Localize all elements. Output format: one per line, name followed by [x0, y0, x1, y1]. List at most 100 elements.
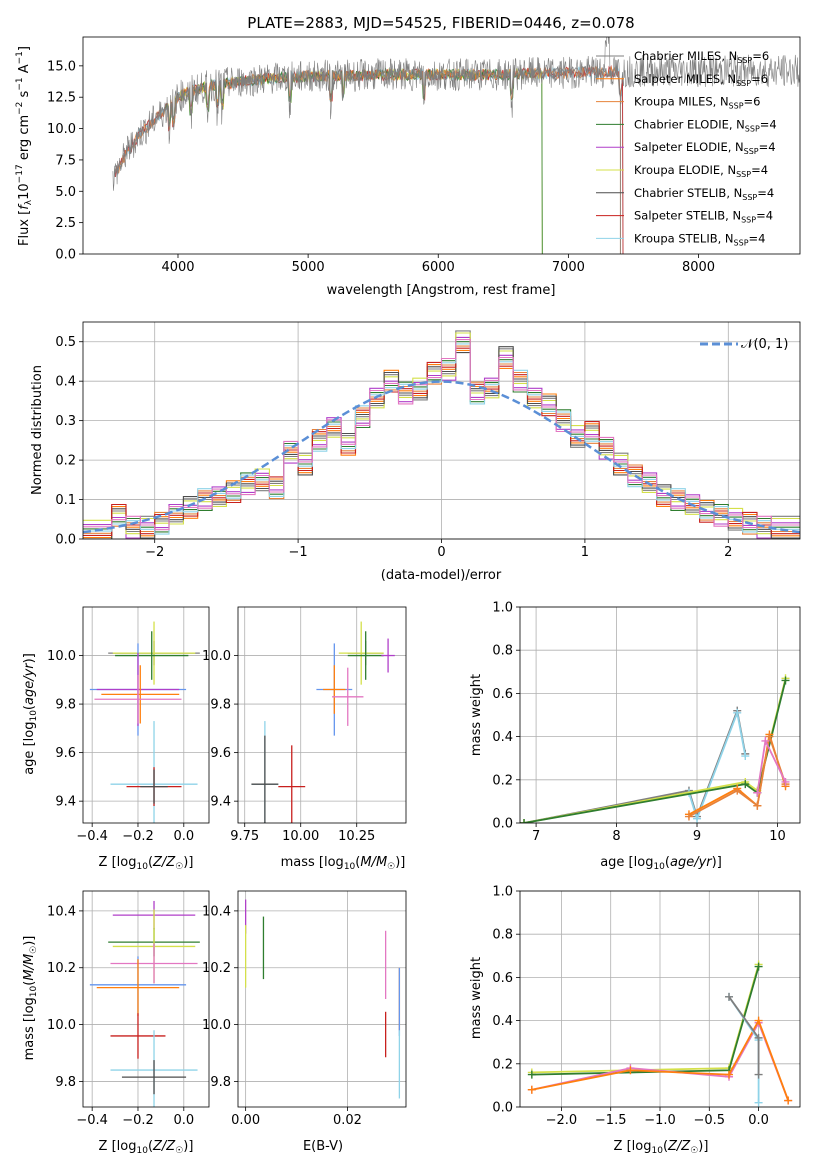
x-tick-label: 10.25: [338, 829, 375, 844]
weight-marker: [754, 1016, 763, 1025]
y-tick-label: 0.1: [55, 493, 76, 508]
x-tick-label: 0.02: [333, 1113, 362, 1128]
y-tick-label: 15.0: [47, 59, 76, 74]
y-tick-label: 9.8: [210, 1075, 231, 1090]
residual-panel: −2 −1 0 1 2 0.0 0.1 0.2 0.3 0.4 0.5 (data-model)/e…: [30, 321, 801, 583]
weight-marker: [733, 708, 742, 717]
axes-frame: [82, 321, 801, 540]
mass-vs-ebv-axes: 0.00 0.02 9.8 10.0 10.2 10.4: [202, 890, 407, 1128]
residual-ylabel: Normed distribution: [30, 365, 45, 495]
axes-frame: [82, 36, 801, 255]
normal-legend-label: 𝒩(0, 1): [741, 337, 788, 352]
weight-marker: [754, 962, 763, 971]
legend-label: Chabrier STELIB, NSSP=4: [634, 186, 774, 202]
y-tick-label: 9.6: [55, 746, 76, 761]
spectrum-panel: PLATE=2883, MJD=54525, FIBERID=0446, z=0…: [15, 14, 801, 298]
svg-text:Z [log10(Z/Z☉)]: Z [log10(Z/Z☉)]: [614, 1139, 709, 1156]
y-tick-label: 10.2: [202, 961, 231, 976]
weight-marker: [765, 732, 774, 741]
plot-area: [89, 621, 200, 823]
mass-ebv-xlabel: E(B-V): [303, 1139, 343, 1154]
age-Z-ylabel: age [log10(age/yr)]: [22, 653, 39, 775]
x-tick-label: 8000: [682, 260, 715, 275]
weight-marker: [725, 1070, 734, 1079]
x-tick-label: 9: [693, 829, 701, 844]
weight-marker: [753, 788, 762, 797]
plot-area: [89, 900, 200, 1107]
y-tick-label: 0.8: [492, 928, 513, 943]
x-tick-label: −1.5: [595, 1113, 627, 1128]
weight-line-chabrier-elodie: [523, 680, 787, 823]
y-tick-label: 10.2: [47, 961, 76, 976]
y-tick-label: 10.0: [202, 649, 231, 664]
x-tick-label: 8: [612, 829, 620, 844]
x-tick-label: −0.4: [76, 1113, 108, 1128]
y-tick-label: 9.8: [55, 698, 76, 713]
y-tick-label: 10.4: [47, 904, 76, 919]
x-tick-label: 0: [437, 545, 445, 560]
y-tick-label: 0.4: [55, 375, 76, 390]
legend-label: Salpeter MILES, NSSP=6: [634, 72, 768, 88]
y-tick-label: 0.8: [492, 644, 513, 659]
mass-Z-ylabel: mass [log10(M/M☉)]: [22, 936, 39, 1061]
y-tick-label: 0.6: [492, 687, 513, 702]
weight-marker: [754, 1070, 763, 1079]
y-tick-label: 9.8: [55, 1075, 76, 1090]
weight-marker: [693, 814, 702, 823]
weight-vs-age-axes: 7 8 9 10 0.0 0.2 0.4 0.6 0.8 1.0: [492, 601, 801, 844]
x-tick-label: −0.2: [122, 1113, 154, 1128]
x-tick-label: −2: [145, 545, 164, 560]
x-tick-label: −1: [289, 545, 308, 560]
svg-text:Flux [fλ10−17 erg cm−2 s−1 A−1: Flux [fλ10−17 erg cm−2 s−1 A−1]: [15, 46, 34, 246]
weight-vs-Z-axes: −2.0 −1.5 −1.0 −0.5 0.0 0.0 0.2 0.4 0.6 0.8 1.0: [492, 885, 801, 1128]
svg-text:Z [log10(Z/Z☉)]: Z [log10(Z/Z☉)]: [99, 1139, 194, 1156]
legend-label: Salpeter ELODIE, NSSP=4: [634, 140, 776, 156]
plot-area: [112, 37, 800, 254]
weight-marker: [725, 992, 734, 1001]
legend-label: Chabrier MILES, NSSP=6: [634, 49, 769, 65]
weight-marker: [781, 777, 790, 786]
residual-xlabel: (data-model)/error: [381, 568, 502, 583]
w-Z-ylabel: mass weight: [469, 957, 484, 1039]
y-tick-label: 0.0: [492, 1101, 513, 1116]
weight-marker: [733, 786, 742, 795]
y-tick-label: 7.5: [55, 153, 76, 168]
legend-label: Kroupa ELODIE, NSSP=4: [634, 163, 768, 179]
spectrum-title: PLATE=2883, MJD=54525, FIBERID=0446, z=0…: [247, 14, 634, 32]
age-mass-xlabel: mass [log10(M/M☉)]: [281, 855, 406, 872]
legend-label: Kroupa MILES, NSSP=6: [634, 95, 760, 111]
weight-marker: [527, 1085, 536, 1094]
weight-marker: [761, 736, 770, 745]
y-tick-label: 0.6: [492, 971, 513, 986]
normal-curve: [83, 380, 800, 534]
observed-spectrum: [112, 37, 800, 191]
y-tick-label: 9.8: [210, 698, 231, 713]
x-tick-label: 7: [532, 829, 540, 844]
axes-frame: [237, 890, 407, 1108]
y-tick-label: 1.0: [492, 601, 513, 616]
x-tick-label: 0.0: [173, 829, 194, 844]
weight-marker: [754, 1033, 763, 1042]
x-tick-label: −1.0: [644, 1113, 676, 1128]
y-tick-label: 1.0: [492, 885, 513, 900]
residual-legend: 𝒩(0, 1): [700, 337, 788, 352]
weight-marker: [684, 812, 693, 821]
weight-marker: [520, 819, 529, 823]
svg-text:mass [log10(M/M☉)]: mass [log10(M/M☉)]: [281, 855, 406, 872]
weight-marker: [741, 752, 750, 761]
plot-area: [251, 621, 395, 823]
axes-frame: [519, 890, 801, 1108]
y-tick-label: 9.4: [210, 795, 231, 810]
mass-vs-Z-axes: −0.4 −0.2 0.0 9.8 10.0 10.2 10.4: [47, 890, 210, 1128]
legend-label: Kroupa STELIB, NSSP=4: [634, 231, 765, 247]
svg-text:mass [log10(M/M☉)]: mass [log10(M/M☉)]: [22, 936, 39, 1061]
weight-marker: [626, 1066, 635, 1075]
x-tick-label: 10: [769, 829, 786, 844]
spectrum-xlabel: wavelength [Angstrom, rest frame]: [327, 283, 556, 298]
y-tick-label: 10.4: [202, 904, 231, 919]
y-tick-label: 0.4: [492, 730, 513, 745]
x-tick-label: −0.2: [122, 829, 154, 844]
spectrum-legend: Chabrier MILES, NSSP=6 Salpeter MILES, NS…: [596, 49, 777, 247]
x-tick-label: 7000: [552, 260, 585, 275]
age-vs-mass-axes: 9.75 10.00 10.25 9.4 9.6 9.8 10.0: [202, 606, 407, 844]
